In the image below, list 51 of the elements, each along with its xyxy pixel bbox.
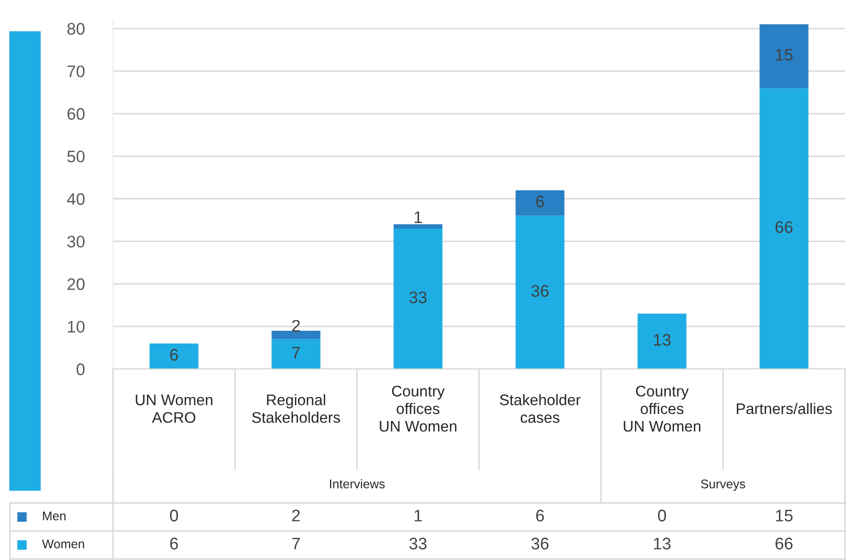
bar: [394, 228, 442, 369]
x-tick-label: Regional Stakeholders: [252, 394, 340, 423]
data-label: 1: [414, 510, 422, 522]
text: 6: [170, 348, 178, 361]
bar: [516, 190, 564, 216]
text: 33: [409, 291, 427, 304]
y-tick-label: 20: [68, 278, 85, 290]
x-tick-label: UN Women ACRO: [136, 394, 212, 423]
text: 13: [654, 334, 671, 346]
data-label: 33: [409, 538, 427, 550]
text: Interviews: [330, 479, 385, 488]
y-tick-label: 60: [68, 108, 85, 120]
data-label: 6: [170, 538, 178, 550]
data-label: 66: [776, 538, 793, 550]
bar: [760, 88, 808, 369]
data-label: 0: [170, 510, 178, 522]
text: 1: [414, 211, 422, 223]
bar: [760, 24, 808, 88]
y-tick-label: 80: [67, 22, 85, 35]
text: Surveys: [700, 480, 746, 491]
text: 66: [776, 221, 793, 234]
data-label: 15: [776, 510, 793, 522]
text: 36: [531, 285, 549, 297]
text: 6: [536, 196, 544, 208]
x-tick-label: Partners/allies: [736, 402, 832, 414]
y-tick-label: 30: [67, 236, 85, 248]
x-tick-label: Country offices UN Women: [624, 386, 700, 432]
y-tick-label: 50: [67, 150, 85, 162]
data-label: 2: [292, 510, 300, 522]
bar: [150, 343, 198, 369]
text: 7: [292, 346, 300, 358]
text: 15: [776, 49, 793, 61]
x-tick-label: Country offices UN Women: [380, 386, 456, 432]
data-label: 6: [536, 510, 544, 522]
bar: [516, 216, 564, 369]
bar: [272, 330, 320, 340]
bar: [638, 314, 686, 369]
data-label: 36: [531, 538, 549, 550]
legend-label: Men: [43, 512, 66, 520]
data-label: 13: [654, 538, 671, 550]
bar: [272, 339, 320, 369]
y-tick-label: 0: [76, 363, 85, 376]
bar: [394, 224, 442, 229]
y-tick-label: 10: [68, 320, 85, 333]
text: 2: [292, 320, 300, 332]
y-tick-label: 40: [67, 193, 85, 205]
y-tick-label: 70: [68, 65, 85, 78]
data-label: 7: [292, 538, 300, 550]
x-tick-label: Stakeholder cases: [500, 394, 581, 423]
data-label: 0: [658, 510, 666, 522]
legend-label: Women: [42, 540, 84, 548]
